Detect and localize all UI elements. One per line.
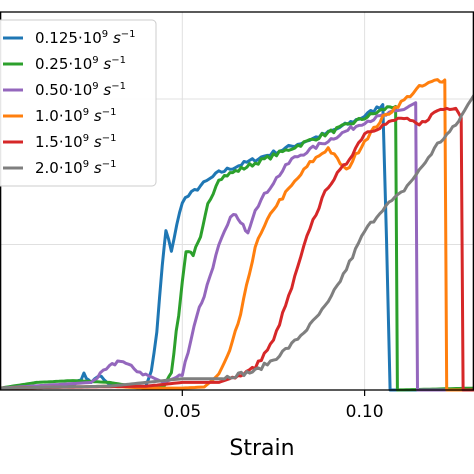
x-tick-label-0: 0.05 [163, 402, 201, 422]
legend-label-1: 0.25·109 s−1 [35, 55, 126, 73]
plot-frame [0, 11, 474, 391]
legend-label-3: 1.0·109 s−1 [35, 107, 116, 125]
legend-label-2: 0.50·109 s−1 [35, 81, 126, 99]
x-tick-label-1: 0.10 [346, 402, 384, 422]
series-line-5 [0, 94, 474, 390]
series-lines [0, 78, 474, 392]
legend-label-4: 1.5·109 s−1 [35, 133, 116, 151]
series-line-2 [0, 101, 474, 392]
legend-label-0: 0.125·109 s−1 [35, 29, 136, 47]
legend-label-5: 2.0·109 s−1 [35, 159, 116, 177]
legend: 0.125·109 s−1 0.25·109 s−1 0.50·109 s−1 1.0… [0, 19, 157, 187]
x-axis-label: Strain [229, 436, 294, 461]
legend-box [0, 19, 157, 187]
x-axis-ticks: 0.05 0.10 [163, 390, 384, 422]
